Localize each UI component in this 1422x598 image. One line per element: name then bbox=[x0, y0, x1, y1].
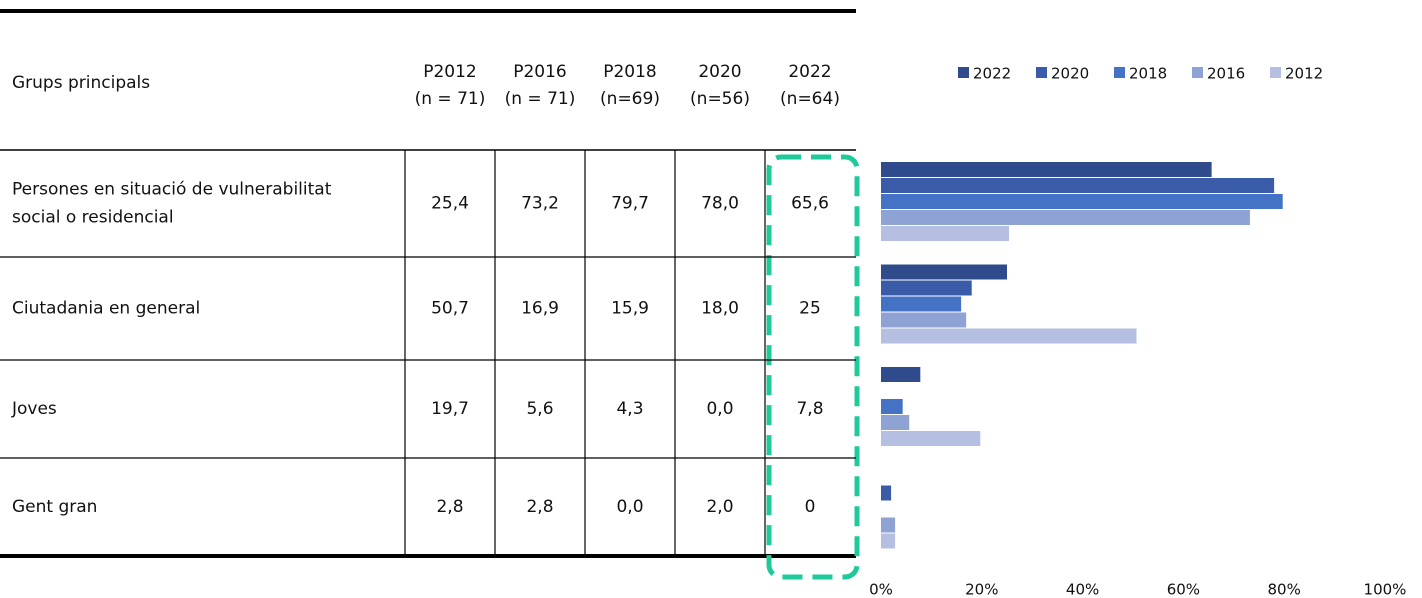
cell: 0,0 bbox=[706, 399, 733, 419]
cell: 0 bbox=[805, 497, 816, 517]
bar bbox=[881, 328, 1137, 344]
bar bbox=[881, 431, 981, 446]
cell: 2,8 bbox=[526, 497, 553, 517]
column-header: 2020 bbox=[698, 62, 741, 82]
row-label: social o residencial bbox=[12, 208, 174, 228]
bar bbox=[881, 178, 1275, 193]
x-tick-label: 0% bbox=[869, 581, 893, 598]
table-top-rule bbox=[0, 9, 856, 13]
table-bottom-rule bbox=[0, 554, 856, 558]
column-header: (n=64) bbox=[780, 89, 840, 109]
row-label: Gent gran bbox=[12, 497, 97, 517]
cell: 7,8 bbox=[796, 399, 823, 419]
column-header: (n = 71) bbox=[505, 89, 576, 109]
legend-swatch bbox=[1036, 67, 1047, 78]
cell: 2,0 bbox=[706, 497, 733, 517]
legend-label: 2020 bbox=[1051, 65, 1089, 83]
header-label: Grups principals bbox=[12, 73, 150, 93]
cell: 73,2 bbox=[521, 194, 559, 214]
row-label: Ciutadania en general bbox=[12, 299, 200, 319]
highlight-box bbox=[766, 154, 860, 580]
x-tick-label: 20% bbox=[965, 581, 998, 598]
column-header: P2018 bbox=[603, 62, 657, 82]
cell: 5,6 bbox=[526, 399, 553, 419]
cell: 2,8 bbox=[436, 497, 463, 517]
column-header: P2016 bbox=[513, 62, 567, 82]
bar bbox=[881, 264, 1007, 280]
bar bbox=[881, 485, 892, 501]
column-header: (n=69) bbox=[600, 89, 660, 109]
cell: 65,6 bbox=[791, 194, 829, 214]
column-header: 2022 bbox=[788, 62, 831, 82]
cell: 18,0 bbox=[701, 299, 739, 319]
cell: 78,0 bbox=[701, 194, 739, 214]
bar bbox=[881, 533, 896, 549]
row-label: Persones en situació de vulnerabilitat bbox=[12, 180, 332, 200]
legend-label: 2022 bbox=[973, 65, 1011, 83]
legend-swatch bbox=[1270, 67, 1281, 78]
column-header: P2012 bbox=[423, 62, 477, 82]
bar bbox=[881, 415, 910, 430]
bar bbox=[881, 194, 1283, 209]
cell: 0,0 bbox=[616, 497, 643, 517]
bar bbox=[881, 312, 967, 328]
bar bbox=[881, 280, 972, 296]
cell: 16,9 bbox=[521, 299, 559, 319]
bar bbox=[881, 162, 1212, 177]
cell: 50,7 bbox=[431, 299, 469, 319]
bar bbox=[881, 210, 1250, 225]
legend-swatch bbox=[958, 67, 969, 78]
x-tick-label: 60% bbox=[1167, 581, 1200, 598]
row-label: Joves bbox=[11, 399, 57, 419]
legend-label: 2016 bbox=[1207, 65, 1245, 83]
cell: 25 bbox=[799, 299, 821, 319]
legend-swatch bbox=[1114, 67, 1125, 78]
bar bbox=[881, 399, 903, 414]
x-tick-label: 100% bbox=[1364, 581, 1407, 598]
legend-label: 2018 bbox=[1129, 65, 1167, 83]
bar bbox=[881, 367, 921, 382]
bar bbox=[881, 226, 1010, 241]
cell: 19,7 bbox=[431, 399, 469, 419]
column-header: (n = 71) bbox=[415, 89, 486, 109]
x-tick-label: 80% bbox=[1268, 581, 1301, 598]
cell: 79,7 bbox=[611, 194, 649, 214]
bar bbox=[881, 517, 896, 533]
cell: 4,3 bbox=[616, 399, 643, 419]
cell: 25,4 bbox=[431, 194, 469, 214]
column-header: (n=56) bbox=[690, 89, 750, 109]
legend-swatch bbox=[1192, 67, 1203, 78]
bar bbox=[881, 296, 962, 312]
legend-label: 2012 bbox=[1285, 65, 1323, 83]
cell: 15,9 bbox=[611, 299, 649, 319]
x-tick-label: 40% bbox=[1066, 581, 1099, 598]
